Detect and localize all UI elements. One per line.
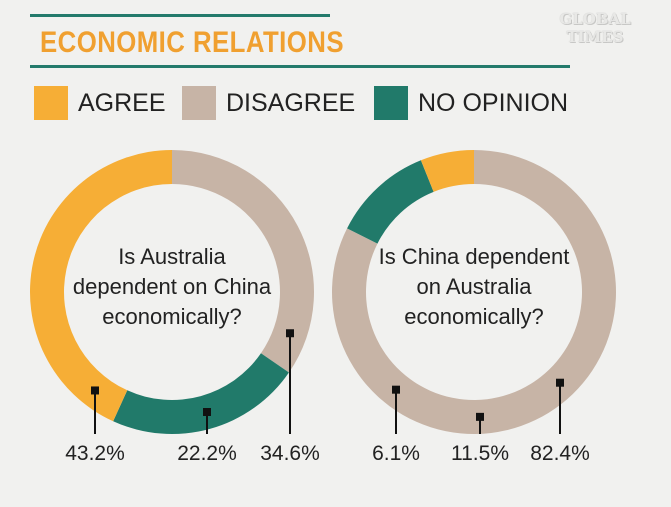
donut-slice-disagree: [172, 150, 314, 373]
callout-marker-agree: [91, 386, 99, 395]
donut-question-line: Is China dependent: [379, 244, 570, 269]
callout-marker-no-opinion: [203, 408, 211, 416]
data-label-disagree: 34.6%: [260, 442, 320, 465]
donut-question-line: on Australia: [417, 274, 533, 299]
data-label-disagree: 82.4%: [530, 442, 590, 465]
donut-question-line: Is Australia: [118, 244, 226, 269]
callout-marker-no-opinion: [476, 412, 484, 421]
legend: AGREE DISAGREE NO OPINION: [34, 86, 654, 122]
logo-line-1: GLOBAL: [559, 10, 631, 28]
header-rule-bottom: [30, 65, 570, 68]
donut-slice-agree: [29, 149, 173, 422]
data-label-agree: 43.2%: [65, 442, 125, 465]
donut-chart-2: Is China dependent on Australia economical…: [332, 150, 616, 465]
logo-line-2: TIMES: [566, 28, 624, 46]
data-label-agree: 6.1%: [372, 442, 420, 465]
header-rule-top: [30, 14, 330, 17]
legend-label-disagree: DISAGREE: [226, 89, 356, 117]
page-title: ECONOMIC RELATIONS: [40, 26, 344, 59]
legend-label-no-opinion: NO OPINION: [418, 89, 569, 117]
legend-swatch-agree: [34, 86, 68, 120]
data-label-no-opinion: 11.5%: [451, 442, 509, 465]
donut-chart-1: Is Australia dependent on China economical…: [29, 149, 320, 465]
donut-question-line: economically?: [102, 304, 241, 329]
legend-swatch-disagree: [182, 86, 216, 120]
legend-label-agree: AGREE: [78, 89, 166, 117]
donut-slice-no-opinion: [347, 160, 434, 244]
global-times-logo: GLOBAL TIMES: [545, 10, 645, 46]
callout-marker-agree: [392, 385, 400, 394]
donut-slice-no-opinion: [113, 353, 289, 434]
data-label-no-opinion: 22.2%: [177, 442, 237, 465]
donut-slice-agree: [420, 150, 474, 192]
donut-question-line: dependent on China: [73, 274, 272, 299]
callout-marker-disagree: [556, 378, 564, 387]
donut-question-line: economically?: [404, 304, 543, 329]
callout-marker-disagree: [286, 329, 294, 338]
legend-swatch-no-opinion: [374, 86, 408, 120]
